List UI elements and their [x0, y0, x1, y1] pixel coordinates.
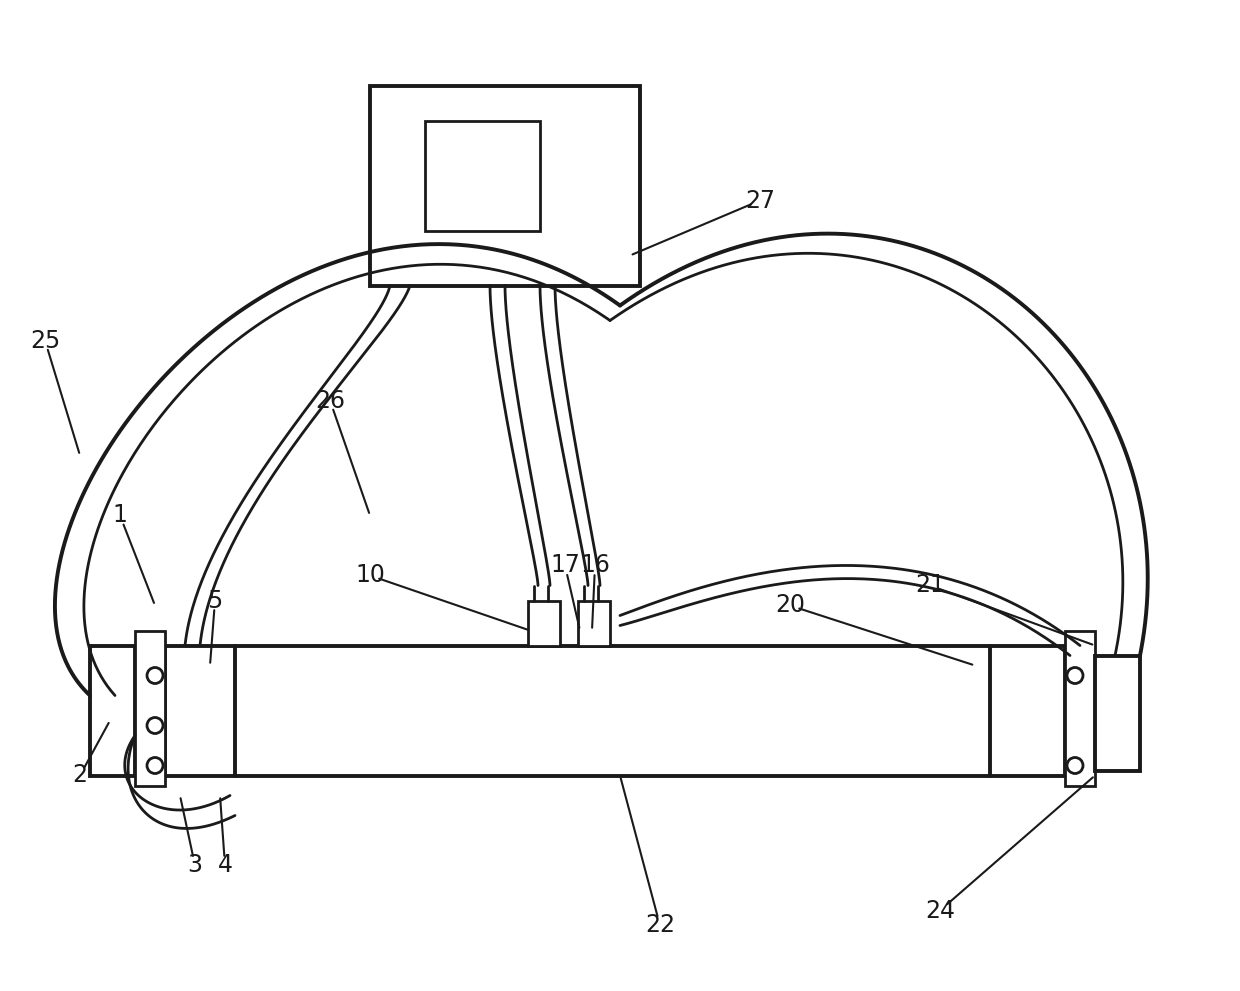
Bar: [370, 85, 640, 285]
Bar: [1065, 630, 1095, 786]
Text: 4: 4: [217, 853, 233, 877]
Bar: [528, 601, 560, 645]
Bar: [165, 645, 1065, 776]
Text: 1: 1: [113, 503, 128, 527]
Bar: [425, 121, 539, 231]
Bar: [1095, 655, 1140, 770]
Text: 24: 24: [925, 899, 955, 923]
Text: 16: 16: [580, 554, 610, 578]
Text: 10: 10: [355, 564, 384, 588]
Text: 2: 2: [72, 763, 88, 788]
Text: 20: 20: [775, 594, 805, 617]
Text: 5: 5: [207, 589, 223, 612]
Bar: [135, 630, 165, 786]
Text: 22: 22: [645, 914, 675, 937]
Text: 3: 3: [187, 853, 202, 877]
Bar: [91, 645, 135, 776]
Text: 25: 25: [30, 328, 60, 353]
Text: 21: 21: [915, 574, 945, 598]
Bar: [578, 601, 610, 645]
Text: 17: 17: [551, 554, 580, 578]
Text: 27: 27: [745, 188, 775, 212]
Text: 26: 26: [315, 388, 345, 412]
